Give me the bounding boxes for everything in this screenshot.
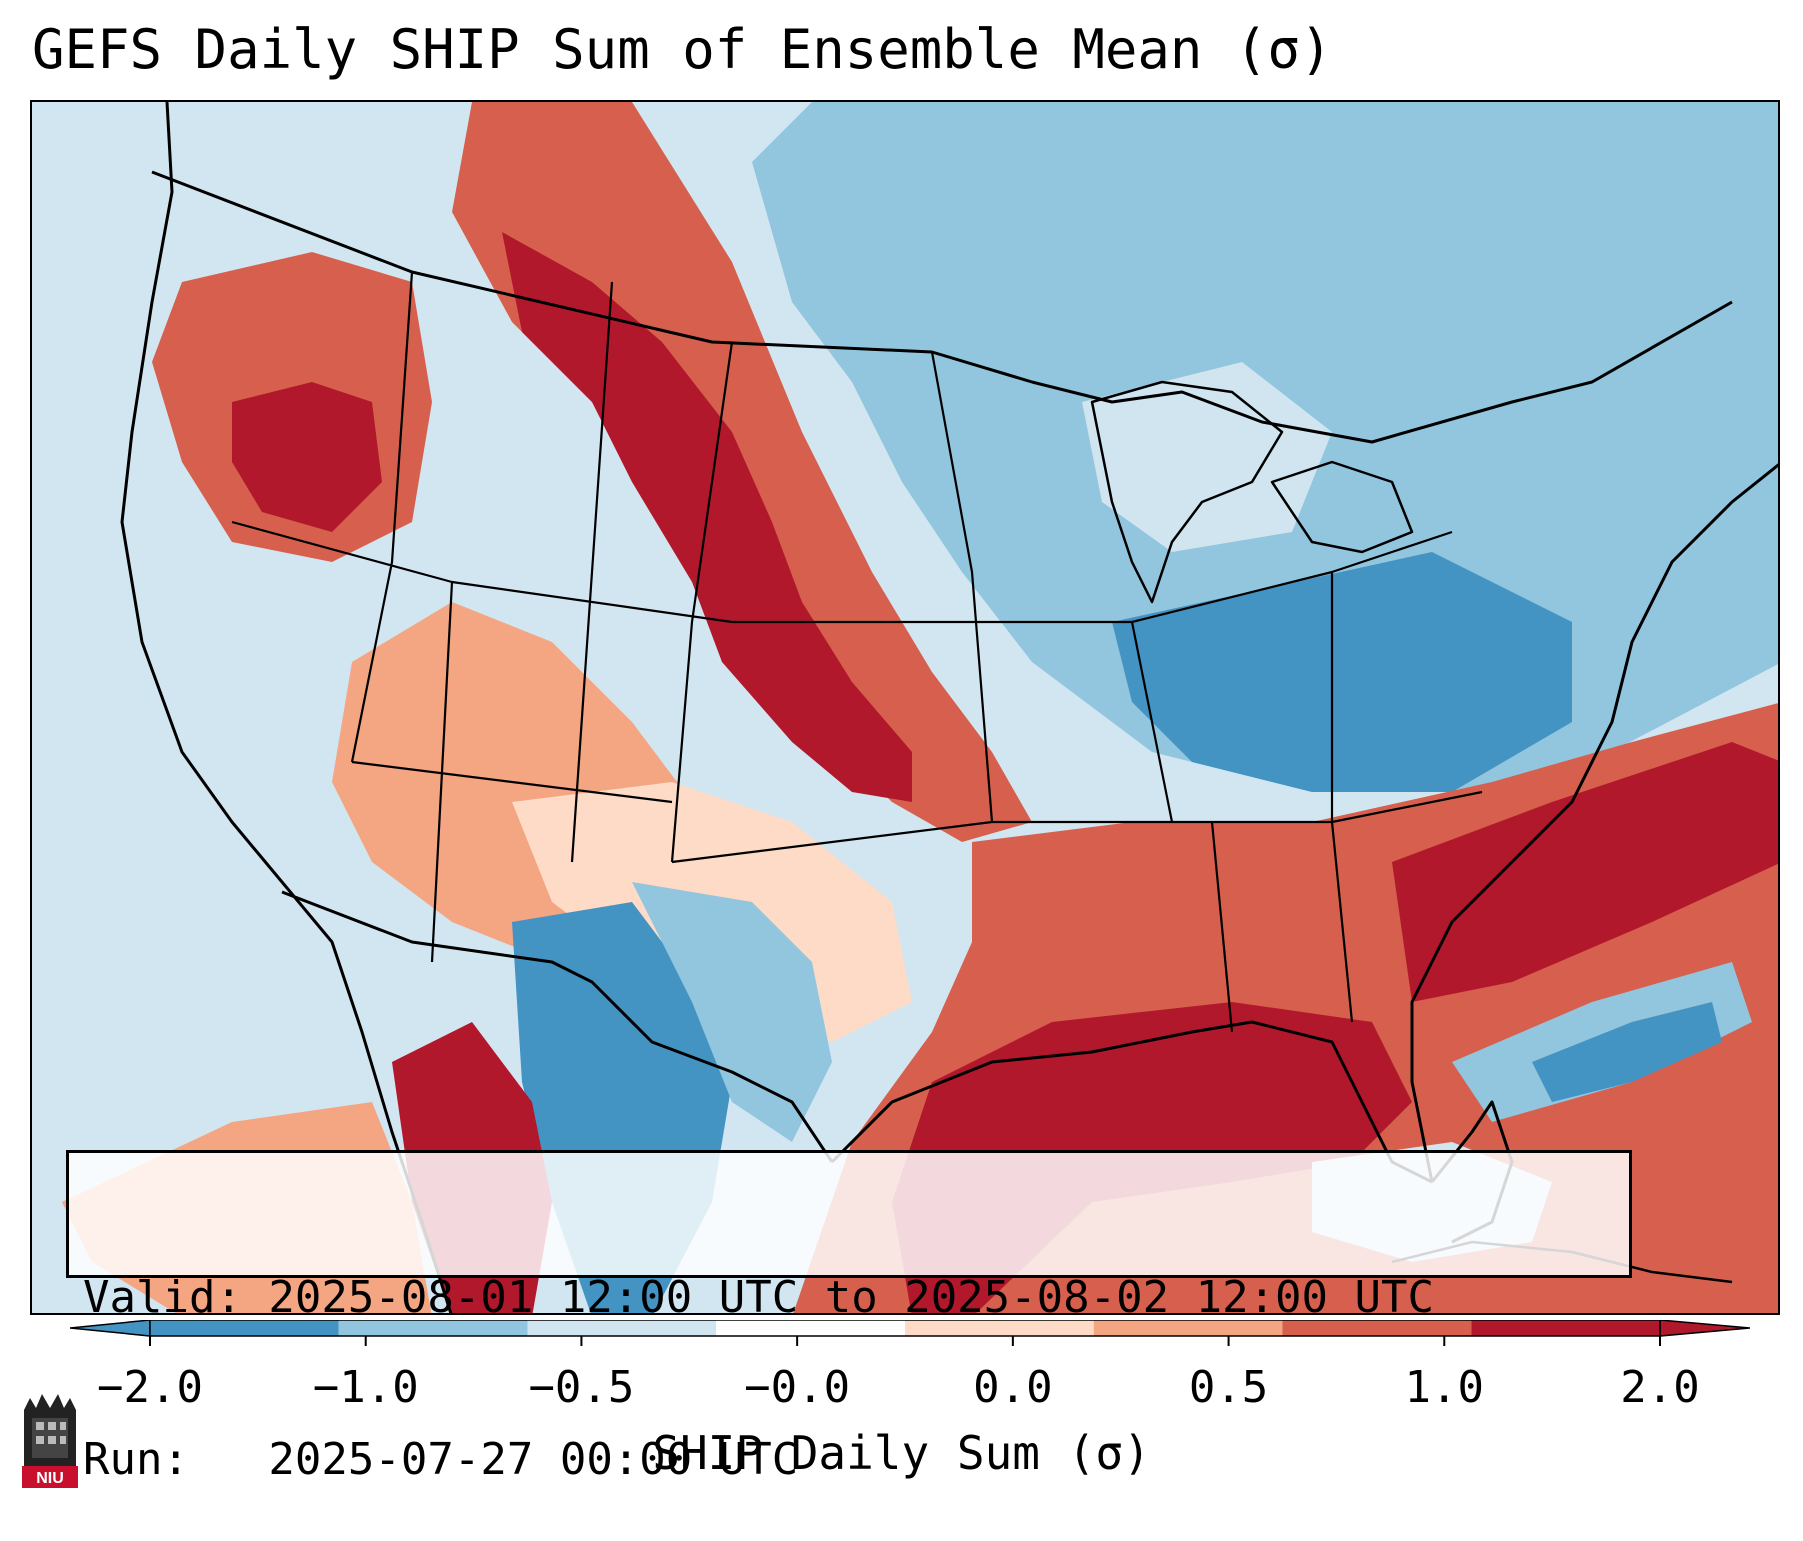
field-veryhigh-pnw: [232, 382, 382, 532]
field-veryhigh-atlantic: [1392, 742, 1778, 1002]
colorbar-tick-label: −0.5: [528, 1362, 634, 1413]
ship-field-map: [32, 102, 1778, 1313]
colorbar-extend-low: [70, 1320, 151, 1337]
colorbar: −2.0 −1.0 −0.5 −0.0 0.0 0.5 1.0 2.0: [70, 1320, 1750, 1413]
us-canada-border: [151, 170, 1733, 444]
state-lines: [231, 271, 1483, 1033]
colorbar-tick-label: 0.5: [1189, 1362, 1268, 1413]
field-low-texas: [632, 882, 832, 1142]
run-info-box: Valid: 2025-08-01 12:00 UTC to 2025-08-0…: [66, 1150, 1632, 1485]
colorbar-segment: [1093, 1320, 1283, 1336]
west-coast-line: [120, 102, 453, 1313]
niu-logo-icon: NIU: [22, 1394, 78, 1488]
field-slightlylow-great-lakes: [1082, 362, 1332, 552]
colorbar-segment: [150, 1320, 339, 1336]
colorbar-segment: [716, 1320, 905, 1336]
colorbar-segment: [338, 1320, 528, 1336]
colorbar-label: SHIP Daily Sum (σ): [652, 1426, 1151, 1480]
field-verylow-ohio: [1112, 552, 1572, 792]
field-verylow-atlantic: [1532, 1002, 1722, 1102]
colorbar-tick-label: 0.0: [973, 1362, 1052, 1413]
colorbar-tick-label: 2.0: [1620, 1362, 1699, 1413]
colorbar-segment: [527, 1320, 717, 1336]
valid-time-text: Valid: 2025-08-01 12:00 UTC to 2025-08-0…: [83, 1272, 1435, 1323]
logo-text: NIU: [36, 1470, 64, 1487]
colorbar-segment: [905, 1320, 1094, 1336]
colorbar-segment: [1471, 1320, 1660, 1336]
colorbar-segment: [1282, 1320, 1472, 1336]
atlantic-coast-line: [1410, 463, 1778, 1183]
gulf-coast-line: [830, 1020, 1433, 1184]
great-lakes-outline: [1090, 380, 1414, 604]
us-mexico-border: [281, 890, 834, 1163]
run-time-text: Run: 2025-07-27 00:00 UTC: [83, 1434, 799, 1485]
colorbar-tick-label: −0.0: [744, 1362, 850, 1413]
colorbar-extend-high: [1659, 1320, 1750, 1337]
map-panel: [30, 100, 1780, 1315]
colorbar-tick-label: −1.0: [313, 1362, 419, 1413]
colorbar-outline: [149, 1320, 1661, 1337]
colorbar-tick-label: 1.0: [1405, 1362, 1484, 1413]
map-title: GEFS Daily SHIP Sum of Ensemble Mean (σ): [32, 18, 1333, 81]
colorbar-tick-label: −2.0: [97, 1362, 203, 1413]
